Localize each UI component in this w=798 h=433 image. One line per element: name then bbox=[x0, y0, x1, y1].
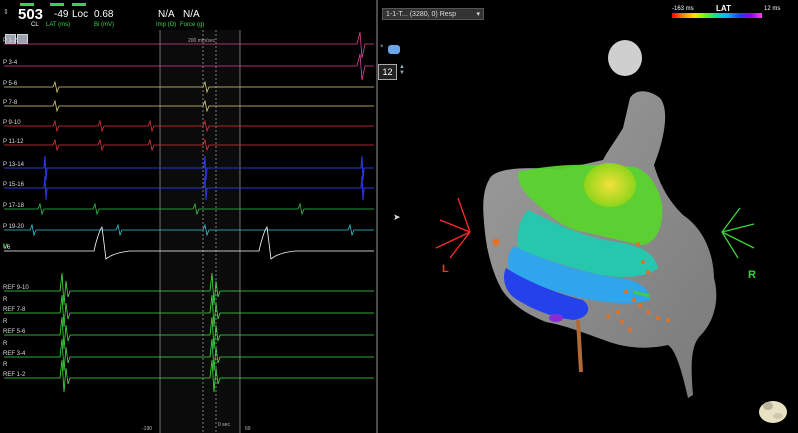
orientation-head-icon[interactable] bbox=[608, 40, 642, 76]
mouse-cursor-icon: ➤ bbox=[393, 212, 401, 222]
trace-p-5-6 bbox=[4, 80, 374, 94]
cl-label: CL bbox=[31, 22, 39, 28]
lat-title: LAT bbox=[716, 4, 731, 13]
side-mark: R bbox=[3, 297, 8, 303]
catheter-shaft bbox=[576, 319, 583, 373]
heart-thumbnail-icon[interactable] bbox=[759, 401, 787, 423]
right-axis-icon bbox=[721, 207, 755, 259]
trace-p-15-16 bbox=[4, 175, 374, 201]
side-mark: R bbox=[3, 319, 8, 325]
trace-label[interactable]: P 19-20 bbox=[3, 224, 25, 230]
header-scroll-icon[interactable]: ⇕ bbox=[3, 9, 9, 16]
eye-icon[interactable] bbox=[388, 45, 400, 54]
force-label: Force (g) bbox=[180, 22, 205, 28]
collapse-icon[interactable] bbox=[17, 34, 28, 44]
trace-area: P 1-2 P 3-4 P 5-6 P 7-8 P 9-10 P 11-12 P 13-14… bbox=[3, 30, 374, 433]
signals-panel: ⇕ 503 CL -49 LAT (ms) Loc 0.68 Bi (mV) N… bbox=[0, 0, 376, 433]
zoom-stepper-icon[interactable]: ▲ ▼ bbox=[399, 64, 405, 76]
panel-divider[interactable] bbox=[376, 0, 378, 433]
trace-label[interactable]: REF 5-6 bbox=[3, 329, 26, 335]
zoom-level[interactable]: 12 bbox=[378, 64, 397, 80]
trace-label[interactable]: P 13-14 bbox=[3, 162, 25, 168]
trace-label[interactable]: P 7-8 bbox=[3, 100, 18, 106]
trace-label[interactable]: P 15-16 bbox=[3, 182, 25, 188]
time-left-label: -190 bbox=[142, 426, 152, 432]
map-panel: L R 1-1-T... (3280, 0) Resp ▾ -163 ms LA… bbox=[378, 0, 798, 433]
catheter-tip bbox=[632, 290, 651, 298]
lat-yellow-region bbox=[584, 163, 636, 207]
axis-left-letter: L bbox=[442, 263, 449, 275]
lat-max-label: 12 ms bbox=[764, 6, 781, 12]
signal-header: ⇕ 503 CL -49 LAT (ms) Loc 0.68 Bi (mV) N… bbox=[0, 0, 376, 30]
lat-teal-region bbox=[517, 210, 658, 277]
side-mark: R bbox=[3, 362, 8, 368]
map-selector-value: 1-1-T... (3280, 0) Resp bbox=[386, 11, 457, 18]
close-icon[interactable]: × bbox=[380, 44, 384, 50]
trace-v6 bbox=[4, 226, 374, 260]
expand-icon[interactable] bbox=[5, 34, 16, 44]
trace-label[interactable]: P 3-4 bbox=[3, 60, 18, 66]
trace-label[interactable]: P 5-6 bbox=[3, 81, 18, 87]
lat-lightblue-region bbox=[507, 246, 650, 303]
bi-indicator bbox=[72, 3, 86, 6]
time-right-label: 69 bbox=[245, 426, 251, 432]
lat-color-scale bbox=[672, 13, 762, 18]
trace-label[interactable]: REF 7-8 bbox=[3, 307, 26, 313]
trace-ref-5-6 bbox=[4, 316, 374, 350]
side-mark: R bbox=[3, 341, 8, 347]
bi-label: Bi (mV) bbox=[94, 22, 114, 28]
lat-blue-region bbox=[504, 268, 589, 320]
imp-label: Imp (Ω) bbox=[156, 22, 177, 28]
trace-ref-7-8 bbox=[4, 294, 374, 328]
cl-value: 503 bbox=[18, 6, 44, 23]
trace-label[interactable]: P 17-18 bbox=[3, 203, 25, 209]
lat-min-label: -163 ms bbox=[672, 6, 694, 12]
imp-value: N/A bbox=[158, 9, 175, 20]
trace-ref-9-10 bbox=[4, 272, 374, 306]
trace-p-19-20 bbox=[4, 223, 374, 237]
trace-label[interactable]: P 9-10 bbox=[3, 120, 21, 126]
lat-indicator bbox=[50, 3, 64, 6]
trace-label[interactable]: REF 9-10 bbox=[3, 285, 29, 291]
trace-p-3-4 bbox=[4, 53, 374, 81]
anatomy-map[interactable]: L R bbox=[378, 0, 798, 433]
ablation-tags bbox=[492, 238, 670, 332]
cl-indicator bbox=[20, 3, 34, 6]
trace-p-9-10 bbox=[4, 119, 374, 133]
sweep-speed-label: 200 mm/sec bbox=[188, 38, 216, 44]
window-band bbox=[160, 30, 240, 433]
trace-p-7-8 bbox=[4, 99, 374, 113]
map-selector[interactable]: 1-1-T... (3280, 0) Resp ▾ bbox=[382, 8, 484, 20]
trace-p-11-12 bbox=[4, 138, 374, 152]
force-value: N/A bbox=[183, 9, 200, 20]
trace-label[interactable]: V6 bbox=[3, 245, 11, 251]
loc-label: Loc bbox=[72, 9, 89, 20]
chevron-down-icon: ▾ bbox=[476, 11, 480, 18]
trace-ref-3-4 bbox=[4, 338, 374, 372]
trace-p-13-14 bbox=[4, 155, 374, 181]
trace-ref-1-2 bbox=[4, 359, 374, 393]
trace-label[interactable]: P 1-2 bbox=[3, 38, 18, 44]
side-mark: M bbox=[3, 244, 8, 250]
trace-p-1-2 bbox=[4, 31, 374, 59]
left-axis-icon bbox=[435, 197, 471, 259]
trace-label[interactable]: REF 1-2 bbox=[3, 372, 26, 378]
trace-label[interactable]: REF 3-4 bbox=[3, 351, 26, 357]
trace-label[interactable]: P 11-12 bbox=[3, 139, 24, 145]
time-mid-label: 0 sec bbox=[218, 422, 230, 428]
lat-label: LAT (ms) bbox=[46, 22, 71, 28]
trace-p-17-18 bbox=[4, 202, 374, 216]
lat-violet-spot bbox=[549, 314, 563, 322]
axis-right-letter: R bbox=[748, 269, 756, 281]
bi-value: 0.68 bbox=[94, 9, 114, 20]
lat-value: -49 bbox=[54, 9, 69, 20]
